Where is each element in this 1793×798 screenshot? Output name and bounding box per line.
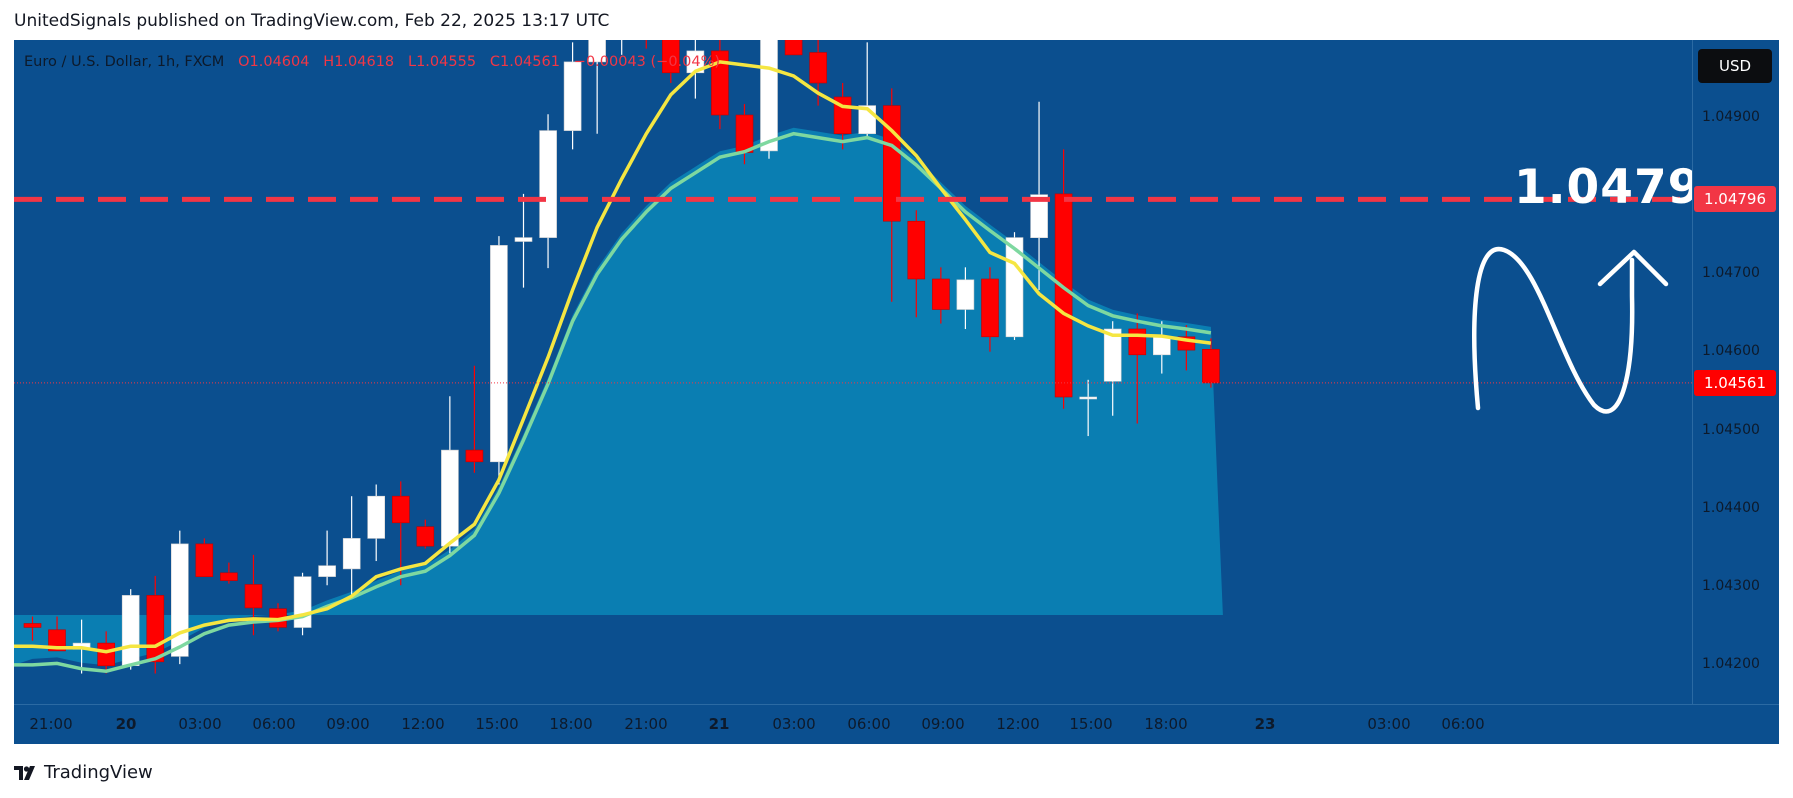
target-annotation-text: 1.0479	[1514, 160, 1692, 215]
time-tick: 12:00	[401, 715, 445, 733]
legend-high: H1.04618	[323, 54, 395, 70]
publisher-caption: UnitedSignals published on TradingView.c…	[14, 11, 610, 31]
candle-bullish[interactable]	[563, 61, 582, 131]
candle-bearish[interactable]	[220, 572, 238, 581]
tradingview-logo-icon	[14, 765, 35, 780]
candle-bearish[interactable]	[465, 449, 484, 463]
candle-bullish[interactable]	[342, 538, 361, 570]
candle-bullish[interactable]	[171, 543, 189, 657]
legend-symbol: Euro / U.S. Dollar, 1h, FXCM	[24, 54, 225, 70]
time-tick: 15:00	[1069, 715, 1113, 733]
candle-bearish[interactable]	[932, 278, 950, 310]
last-price-label: 1.04561	[1694, 370, 1776, 396]
candle-bullish[interactable]	[293, 576, 312, 628]
candle-bearish[interactable]	[981, 278, 999, 338]
currency-badge[interactable]: USD	[1698, 49, 1772, 83]
time-tick: 06:00	[1441, 715, 1485, 733]
time-tick: 03:00	[1367, 715, 1411, 733]
target-price-label: 1.04796	[1694, 186, 1776, 212]
legend-close: C1.04561	[489, 54, 560, 70]
time-tick: 21:00	[29, 715, 73, 733]
candle-bearish[interactable]	[809, 52, 827, 84]
time-tick: 03:00	[772, 715, 816, 733]
price-chart[interactable]	[14, 40, 1692, 704]
candle-bullish[interactable]	[1103, 328, 1122, 382]
candle-bullish[interactable]	[441, 449, 459, 547]
candle-bearish[interactable]	[1054, 193, 1073, 398]
price-axis-divider	[1692, 40, 1693, 704]
time-tick: 15:00	[475, 715, 519, 733]
candle-bearish[interactable]	[23, 623, 42, 628]
legend-change: −0.00043 (−0.04%)	[573, 54, 721, 70]
candle-bearish[interactable]	[1202, 348, 1220, 384]
candle-bullish[interactable]	[588, 40, 606, 63]
price-tick: 1.04400	[1702, 500, 1760, 516]
candle-bearish[interactable]	[711, 50, 729, 116]
candle-bearish[interactable]	[907, 220, 926, 280]
time-tick: 03:00	[178, 715, 222, 733]
time-tick: 12:00	[996, 715, 1040, 733]
candle-bearish[interactable]	[416, 526, 435, 547]
price-tick: 1.04600	[1702, 343, 1760, 359]
time-tick: 23	[1254, 715, 1276, 733]
price-tick: 1.04700	[1702, 265, 1760, 281]
candle-bearish[interactable]	[661, 40, 680, 74]
candle-bearish[interactable]	[882, 105, 901, 222]
candle-bullish[interactable]	[121, 595, 140, 667]
candle-bullish[interactable]	[956, 279, 975, 310]
price-tick: 1.04300	[1702, 578, 1760, 594]
time-tick: 06:00	[847, 715, 891, 733]
candle-bearish[interactable]	[244, 584, 263, 609]
candle-bullish[interactable]	[539, 130, 557, 238]
time-tick: 21	[708, 715, 730, 733]
time-tick: 09:00	[921, 715, 965, 733]
time-tick: 06:00	[252, 715, 296, 733]
brand-footer[interactable]: TradingView	[14, 762, 153, 783]
symbol-legend: Euro / U.S. Dollar, 1h, FXCM O1.04604 H1…	[24, 54, 720, 70]
time-tick: 18:00	[549, 715, 593, 733]
price-tick: 1.04500	[1702, 422, 1760, 438]
candle-bullish[interactable]	[1030, 194, 1048, 238]
candle-bearish[interactable]	[784, 40, 803, 56]
time-tick: 18:00	[1144, 715, 1188, 733]
ema-fast-line	[14, 60, 1212, 654]
price-tick: 1.04200	[1702, 656, 1760, 672]
candle-bullish[interactable]	[1079, 396, 1097, 400]
legend-low: L1.04555	[408, 54, 477, 70]
candle-bearish[interactable]	[48, 629, 66, 652]
legend-open: O1.04604	[238, 54, 310, 70]
candle-bearish[interactable]	[97, 642, 115, 667]
time-axis-divider	[14, 704, 1779, 705]
ema-slow-line	[14, 131, 1212, 673]
candle-bearish[interactable]	[391, 495, 410, 524]
candle-bullish[interactable]	[1153, 336, 1171, 356]
candle-bullish[interactable]	[760, 40, 778, 152]
brand-name: TradingView	[44, 762, 153, 783]
candle-bullish[interactable]	[367, 495, 386, 539]
forecast-wave-drawing	[1472, 246, 1635, 414]
candle-bearish[interactable]	[195, 543, 214, 577]
time-tick: 21:00	[624, 715, 668, 733]
forecast-arrow-head	[1597, 249, 1669, 287]
candle-bullish[interactable]	[318, 565, 336, 577]
chart-frame[interactable]: Euro / U.S. Dollar, 1h, FXCM O1.04604 H1…	[14, 40, 1779, 744]
chart-plot-area[interactable]: Euro / U.S. Dollar, 1h, FXCM O1.04604 H1…	[14, 40, 1692, 704]
time-tick: 20	[115, 715, 137, 733]
candles-group	[23, 40, 1220, 674]
candle-bullish[interactable]	[490, 245, 508, 463]
candle-bearish[interactable]	[146, 595, 165, 663]
candle-bearish[interactable]	[1128, 328, 1147, 356]
candle-bullish[interactable]	[514, 237, 533, 242]
candle-bearish[interactable]	[735, 114, 754, 153]
price-tick: 1.04900	[1702, 109, 1760, 125]
time-tick: 09:00	[326, 715, 370, 733]
